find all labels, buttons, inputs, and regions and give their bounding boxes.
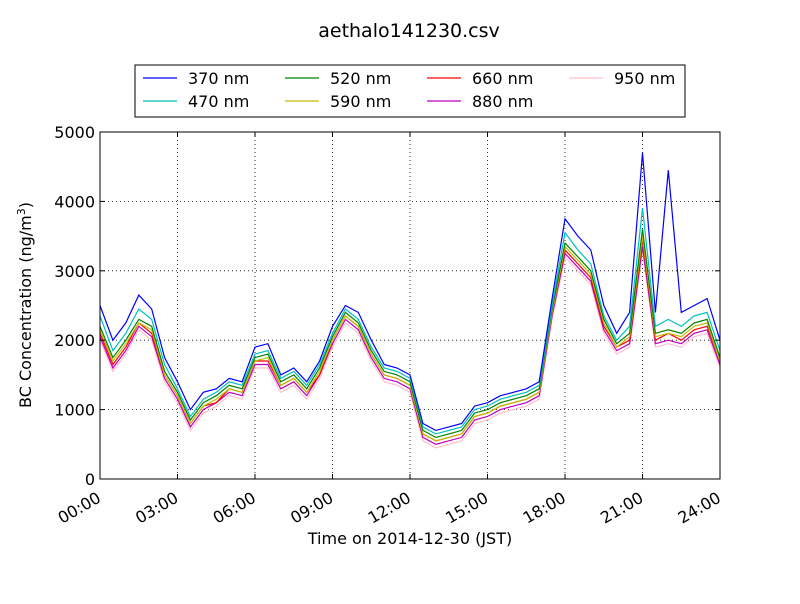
y-tick-label: 1000 — [54, 401, 95, 420]
series-line-880-nm — [99, 246, 721, 445]
legend-label: 590 nm — [330, 92, 391, 111]
y-axis-label-main: BC Concentration (ng/m — [16, 215, 35, 408]
series-line-470-nm — [99, 208, 721, 435]
series-line-590-nm — [99, 236, 721, 442]
y-tick-label: 5000 — [54, 123, 95, 142]
series-line-520-nm — [99, 229, 721, 439]
y-tick-label: 2000 — [54, 331, 95, 350]
legend: 370 nm 470 nm 520 nm 590 nm 660 nm 880 nm 950 … — [134, 64, 686, 118]
y-axis-label-superscript: 3 — [15, 208, 28, 215]
series-layer — [99, 152, 721, 449]
y-tick-label: 3000 — [54, 262, 95, 281]
legend-label: 660 nm — [472, 69, 533, 88]
y-tick-label: 0 — [85, 470, 95, 489]
legend-label: 470 nm — [188, 92, 249, 111]
y-axis-label: BC Concentration (ng/m3) — [15, 202, 35, 408]
y-axis-label-close: ) — [16, 202, 35, 208]
legend-label: 520 nm — [330, 69, 391, 88]
x-axis-label: Time on 2014-12-30 (JST) — [307, 529, 512, 548]
legend-frame — [134, 64, 686, 118]
y-tick-label: 4000 — [54, 192, 95, 211]
legend-label: 370 nm — [188, 69, 249, 88]
legend-label: 950 nm — [614, 69, 675, 88]
legend-label: 880 nm — [472, 92, 533, 111]
series-line-950-nm — [99, 249, 721, 449]
chart-title: aethalo141230.csv — [318, 20, 500, 42]
series-line-370-nm — [99, 152, 721, 432]
